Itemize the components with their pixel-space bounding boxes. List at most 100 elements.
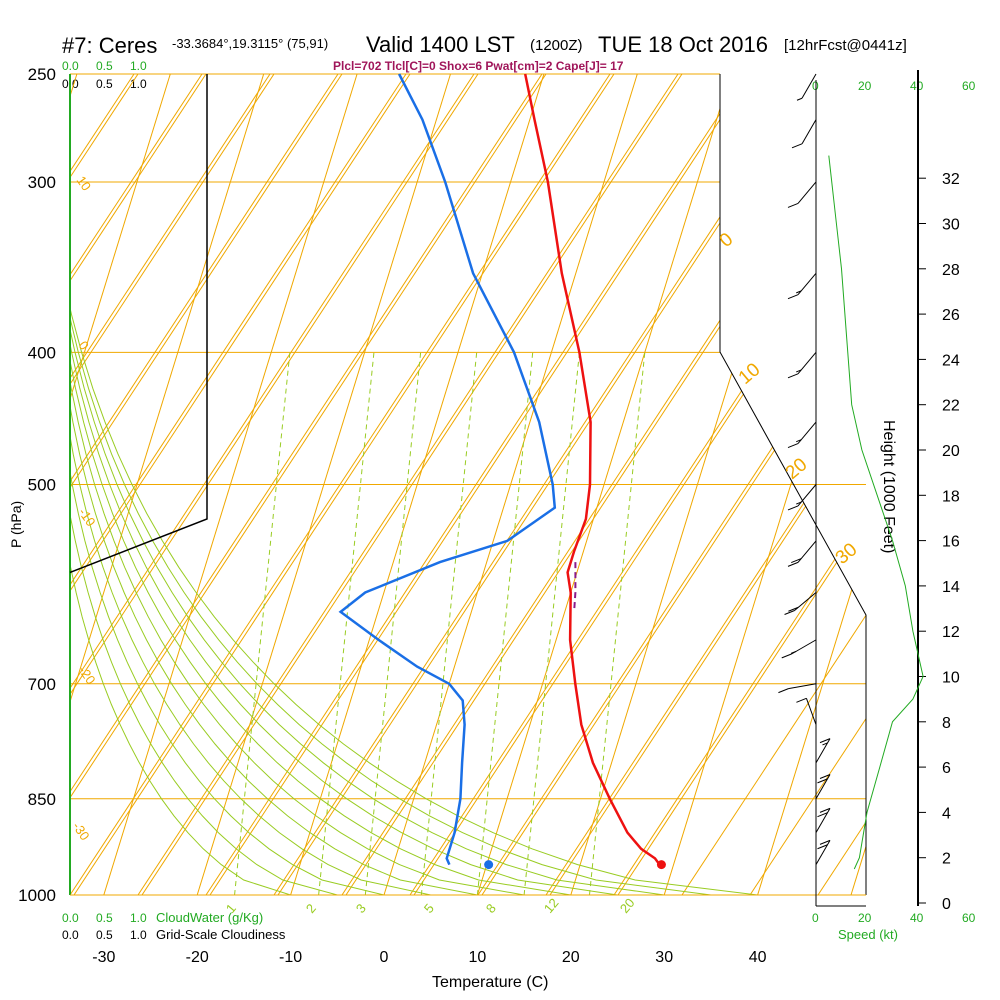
wind-barb <box>788 352 816 377</box>
wind-barb-flag <box>788 295 798 299</box>
wind-barb <box>816 775 830 799</box>
wind-barb-flag <box>788 506 798 510</box>
temperature-tick-label: -10 <box>279 949 302 966</box>
lp-top-black-1: 0.5 <box>96 77 113 91</box>
rp-top-2: 40 <box>910 79 924 93</box>
pressure-tick-label: 500 <box>28 476 56 495</box>
rp-bot-0: 0 <box>812 911 819 925</box>
left-bottom-ticks: 0.0 0.5 1.0 CloudWater (g/Kg) 0.0 0.5 1.… <box>62 910 286 942</box>
wind-barb-flag <box>788 444 798 448</box>
wind-barb-staff <box>816 739 830 763</box>
lp-bot-black-2: 1.0 <box>130 928 147 942</box>
mixing-ratio-line <box>235 352 290 895</box>
surface-temperature-dot <box>657 860 666 869</box>
height-tick-label: 28 <box>942 262 960 279</box>
wind-speed-profile <box>829 156 923 869</box>
wind-barb-flag <box>778 689 788 693</box>
pressure-tick-label: 300 <box>28 173 56 192</box>
axis-tick-labels: 2503004005007008501000-30 -20 -10 0 10 20 30 40… <box>18 65 861 966</box>
height-tick-label: 26 <box>942 307 960 324</box>
surface-dewpoint-dot <box>484 860 493 869</box>
y-axis-label: P (hPa) <box>8 501 24 548</box>
temperature-tick-label: 0 <box>380 949 389 966</box>
height-tick-label: 8 <box>942 715 951 732</box>
dry-adiabat-label: 10 <box>74 173 95 193</box>
lp-bot-green-0: 0.0 <box>62 911 79 925</box>
height-tick-label: 4 <box>942 805 951 822</box>
lp-bot-green-1: 0.5 <box>96 911 113 925</box>
mixing-ratio-label: 5 <box>421 901 437 916</box>
pressure-tick-label: 850 <box>28 790 56 809</box>
pressure-tick-label: 700 <box>28 675 56 694</box>
height-tick-label: 24 <box>942 352 960 369</box>
wind-barb-flag <box>792 144 802 148</box>
dry-adiabat-label: -10 <box>76 505 99 529</box>
isotherm-label: 10 <box>735 359 765 389</box>
lp-top-black-2: 1.0 <box>130 77 147 91</box>
height-tick-label: 12 <box>942 624 960 641</box>
date-label: TUE 18 Oct 2016 <box>598 32 768 57</box>
wind-barb <box>816 739 830 763</box>
sounding-series <box>341 74 666 869</box>
rp-top-1: 20 <box>858 79 872 93</box>
wind-barb-staff <box>798 182 816 203</box>
temperature-tick-label: -30 <box>92 949 115 966</box>
height-tick-label: 22 <box>942 398 960 415</box>
height-tick-label: 0 <box>942 896 951 913</box>
rp-bot-2: 40 <box>910 911 924 925</box>
mixing-ratio-label: 8 <box>483 901 499 916</box>
height-tick-label: 18 <box>942 488 960 505</box>
pressure-tick-label: 1000 <box>18 886 56 905</box>
temperature-tick-label: -20 <box>186 949 209 966</box>
lp-bot-black-1: 0.5 <box>96 928 113 942</box>
wind-barb <box>796 698 816 724</box>
mixing-ratio-label: 3 <box>353 901 369 916</box>
left-top-ticks: 0.0 0.5 1.0 0.0 0.5 1.0 <box>62 59 147 91</box>
wind-barb-staff <box>816 808 830 832</box>
wind-barb-staff <box>788 684 816 689</box>
rp-bot-1: 20 <box>858 911 872 925</box>
wind-barb-flag <box>788 203 798 207</box>
lp-top-green-0: 0.0 <box>62 59 79 73</box>
pressure-tick-label: 250 <box>28 65 56 84</box>
speed-label: Speed (kt) <box>838 927 898 942</box>
height-tick-label: 16 <box>942 534 960 551</box>
mixing-ratio-label: 20 <box>617 895 638 916</box>
wind-barb <box>816 840 830 864</box>
temperature-line <box>525 74 659 865</box>
height-tick-label: 2 <box>942 851 951 868</box>
height-tick-label: 20 <box>942 443 960 460</box>
diagram-background-lines <box>0 74 1000 895</box>
lp-bot-green-2: 1.0 <box>130 911 147 925</box>
wind-barb-flag <box>782 654 792 658</box>
mixing-ratio-label: 12 <box>541 895 562 916</box>
temperature-tick-label: 30 <box>655 949 673 966</box>
wind-barb-staff <box>816 775 830 799</box>
zulu-label: (1200Z) <box>530 37 583 54</box>
height-tick-label: 32 <box>942 171 960 188</box>
wind-barb-staff <box>816 840 830 864</box>
right-bottom-speed-ticks: 0 20 40 60 Speed (kt) <box>812 911 976 942</box>
parcel-line <box>574 562 575 612</box>
forecast-label: [12hrFcst@0441z] <box>784 37 907 54</box>
wind-barb <box>778 684 816 693</box>
rp-bot-3: 60 <box>962 911 976 925</box>
lp-bot-black-0: 0.0 <box>62 928 79 942</box>
cloudiness-label: Grid-Scale Cloudiness <box>156 927 286 942</box>
wind-barb <box>788 422 816 447</box>
lp-top-green-1: 0.5 <box>96 59 113 73</box>
dry-adiabat-label: -30 <box>70 819 93 843</box>
indices-line: Plcl=702 Tlcl[C]=0 Shox=6 Pwat[cm]=2 Cap… <box>333 59 624 73</box>
pressure-tick-label: 400 <box>28 343 56 362</box>
temperature-tick-label: 20 <box>562 949 580 966</box>
x-axis-label: Temperature (C) <box>432 974 548 991</box>
wind-barb-flag <box>796 698 806 702</box>
wind-barb <box>782 640 816 658</box>
wind-barb <box>788 182 816 207</box>
right-top-speed-ticks: 0 20 40 60 <box>812 79 976 93</box>
temperature-tick-label: 40 <box>749 949 767 966</box>
isotherm-label: 30 <box>832 539 862 569</box>
height-axis-label: Height (1000 Feet) <box>880 420 897 553</box>
wind-barb-flag <box>788 562 798 566</box>
height-tick-label: 6 <box>942 760 951 777</box>
